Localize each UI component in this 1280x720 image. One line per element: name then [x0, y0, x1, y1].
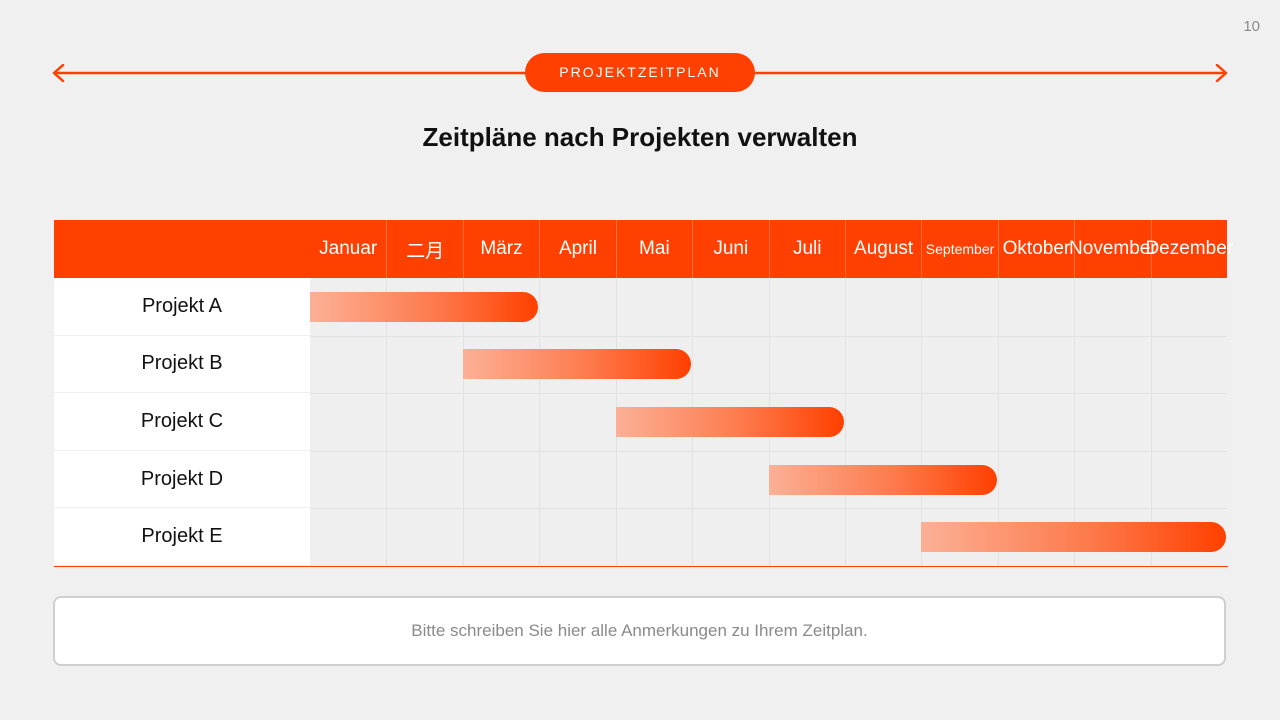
arrow-left-icon [52, 64, 65, 82]
timeline-bar [462, 349, 692, 380]
grid-column-line [386, 278, 388, 566]
timeline-grid [310, 278, 1227, 566]
month-header: 二月 [386, 220, 462, 278]
grid-row-line [310, 508, 1227, 510]
grid-column-line [462, 278, 464, 566]
month-header: September [921, 220, 997, 278]
notes-field[interactable]: Bitte schreiben Sie hier alle Anmerkunge… [53, 596, 1226, 666]
month-header: Dezember [1145, 220, 1233, 278]
arrow-right-icon [1215, 64, 1228, 82]
project-label: Projekt D [54, 451, 310, 509]
project-label: Projekt C [54, 393, 310, 451]
grid-column-line [997, 278, 999, 566]
page-title: Zeitpläne nach Projekten verwalten [422, 122, 858, 152]
timeline-bar [615, 407, 844, 437]
project-label: Projekt E [54, 508, 310, 566]
grid-row-line [310, 335, 1227, 337]
grid-row-line [310, 393, 1227, 395]
project-label: Projekt B [54, 336, 310, 394]
timeline-bar [310, 291, 539, 322]
grid-column-line [844, 278, 846, 566]
month-header: Juni [692, 220, 768, 278]
table-bottom-rule [54, 566, 1228, 567]
month-header: März [462, 220, 539, 278]
timeline-bar [921, 522, 1226, 553]
grid-column-line [539, 278, 541, 566]
grid-row-line [310, 450, 1227, 452]
grid-column-line [1150, 278, 1152, 566]
month-header: Januar [319, 238, 378, 259]
month-header: Mai [615, 220, 692, 278]
month-header: Oktober [997, 220, 1074, 278]
gantt-header-row: Januar 二月 März April Mai Juni Juli August Septem… [54, 220, 1233, 278]
section-badge: PROJEKTZEITPLAN [525, 53, 755, 92]
page-number: 10 [1243, 18, 1260, 35]
month-header: Juli [768, 220, 845, 278]
grid-column-line [921, 278, 923, 566]
month-header: November [1069, 220, 1157, 278]
month-header: April [539, 220, 615, 278]
gantt-chart: Januar 二月 März April Mai Juni Juli August Septem… [54, 220, 1233, 567]
project-label-column: Projekt A Projekt B Projekt C Projekt D Proj… [54, 278, 310, 566]
timeline-bar [768, 464, 997, 495]
month-header: August [844, 220, 921, 278]
grid-column-line [1074, 278, 1076, 566]
project-label: Projekt A [54, 278, 310, 336]
